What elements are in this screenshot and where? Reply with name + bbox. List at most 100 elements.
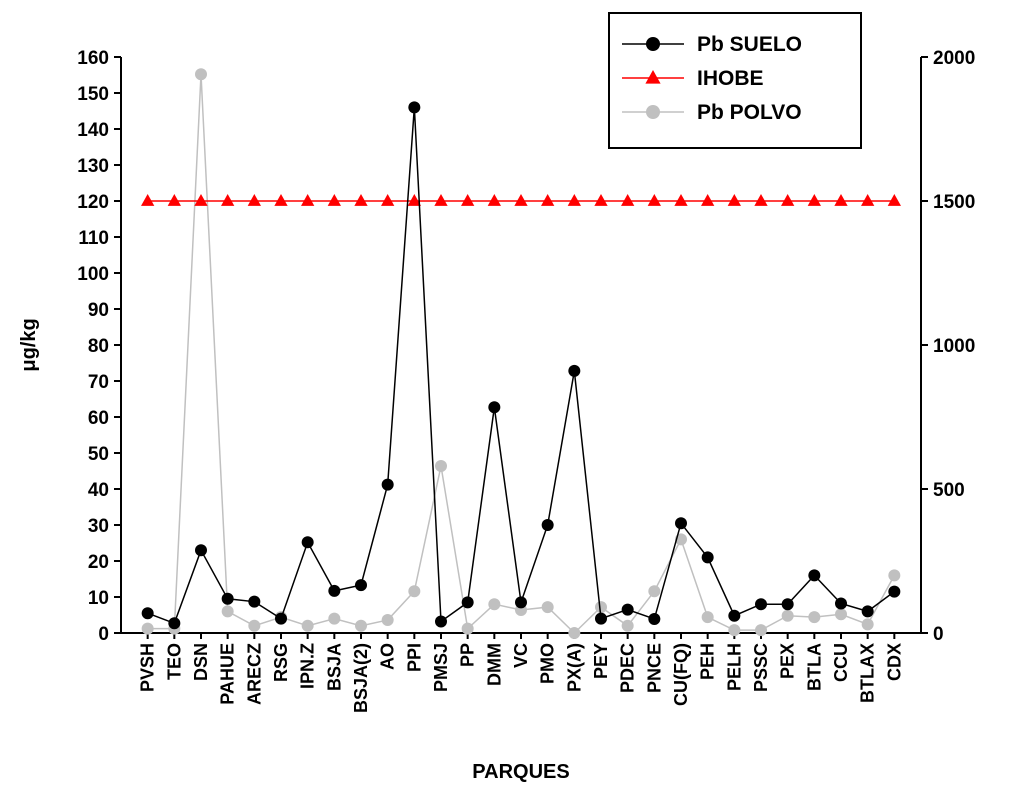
x-tick-label: BSJA	[324, 643, 344, 691]
data-point	[167, 194, 181, 206]
y-tick-label: 80	[88, 336, 109, 357]
data-point	[541, 194, 555, 206]
data-point	[141, 194, 155, 206]
data-point	[408, 101, 421, 114]
x-tick-label: DSN	[191, 643, 211, 681]
x-tick-label: PEH	[698, 643, 718, 680]
data-point	[568, 364, 581, 377]
data-point	[781, 194, 795, 206]
x-tick-label: BSJA(2)	[351, 643, 371, 713]
x-tick-label: PVSH	[138, 643, 158, 692]
x-tick-label: BTLAX	[858, 643, 878, 703]
data-point	[888, 585, 901, 598]
series-0	[141, 101, 901, 630]
x-tick-label: PAHUE	[218, 643, 238, 705]
y2-tick-label: 1500	[933, 192, 975, 213]
x-tick-label: PELH	[724, 643, 744, 691]
y-tick-label: 60	[88, 408, 109, 429]
data-point	[408, 585, 421, 598]
x-tick-label: TEO	[164, 643, 184, 680]
data-point	[354, 194, 368, 206]
data-point	[461, 194, 475, 206]
legend-marker	[645, 70, 661, 84]
y-tick-label: 150	[77, 84, 109, 105]
series-line	[147, 74, 895, 635]
data-point	[861, 194, 875, 206]
data-point	[755, 624, 767, 637]
data-point	[541, 519, 554, 531]
y-tick-label: 90	[88, 300, 109, 321]
data-point	[648, 585, 661, 598]
x-tick-label: CCU	[831, 643, 851, 682]
x-tick-label: PMO	[538, 643, 558, 684]
data-point	[888, 569, 901, 582]
data-point	[248, 595, 261, 608]
series-1	[141, 194, 901, 206]
data-point	[567, 194, 581, 206]
data-point	[381, 194, 395, 206]
x-tick-label: PSSC	[751, 643, 771, 692]
x-tick-label: RSG	[271, 643, 291, 682]
data-point	[141, 607, 154, 620]
data-point	[728, 609, 741, 622]
data-point	[861, 618, 874, 631]
data-point	[488, 401, 501, 414]
data-point	[835, 597, 847, 610]
series-2	[141, 68, 901, 639]
x-tick-label: PMSJ	[431, 643, 451, 692]
data-point	[808, 611, 821, 624]
x-tick-label: PP	[458, 643, 478, 667]
data-point	[515, 596, 527, 609]
legend-label: Pb SUELO	[697, 33, 802, 56]
x-tick-label: PX(A)	[564, 643, 584, 692]
data-point	[621, 619, 634, 632]
x-tick-label: VC	[511, 643, 531, 668]
y-tick-label: 70	[88, 372, 109, 393]
data-point	[274, 194, 288, 206]
data-point	[621, 194, 635, 206]
data-point	[835, 608, 847, 621]
data-point	[514, 194, 528, 206]
data-point	[808, 569, 821, 582]
data-point	[327, 194, 341, 206]
series-layer	[141, 68, 901, 639]
x-tick-label: ARECZ	[244, 643, 264, 705]
data-point	[887, 194, 901, 206]
y-axis-title: μg/kg	[18, 318, 40, 371]
y-tick-label: 160	[77, 48, 109, 69]
data-point	[461, 596, 474, 609]
legend-item: Pb POLVO	[622, 101, 802, 124]
data-point	[674, 194, 688, 206]
y-tick-label: 10	[88, 588, 109, 609]
data-point	[275, 612, 287, 625]
x-axis-title: PARQUES	[472, 761, 569, 783]
x-tick-label: PEX	[778, 643, 798, 679]
data-point	[488, 598, 501, 611]
data-point	[621, 603, 634, 616]
data-point	[807, 194, 821, 206]
data-point	[221, 592, 234, 605]
legend-item: Pb SUELO	[622, 33, 802, 56]
data-point	[381, 614, 394, 627]
data-point	[355, 579, 367, 592]
data-point	[221, 605, 234, 618]
data-point	[195, 544, 207, 557]
data-point	[648, 612, 661, 625]
data-point	[834, 194, 848, 206]
y2-tick-label: 0	[933, 624, 944, 645]
data-point	[541, 601, 554, 614]
y-tick-label: 100	[77, 264, 109, 285]
data-point	[595, 612, 607, 625]
data-point	[461, 622, 474, 635]
data-point	[141, 622, 154, 635]
labels: PARQUES μg/kg	[18, 318, 570, 783]
y-tick-label: 0	[98, 624, 109, 645]
y2-tick-label: 500	[933, 480, 965, 501]
data-point	[301, 194, 315, 206]
data-point	[781, 609, 794, 622]
data-point	[595, 601, 607, 614]
legend-marker	[646, 37, 660, 51]
data-point	[301, 619, 314, 632]
y-tick-label: 120	[77, 192, 109, 213]
